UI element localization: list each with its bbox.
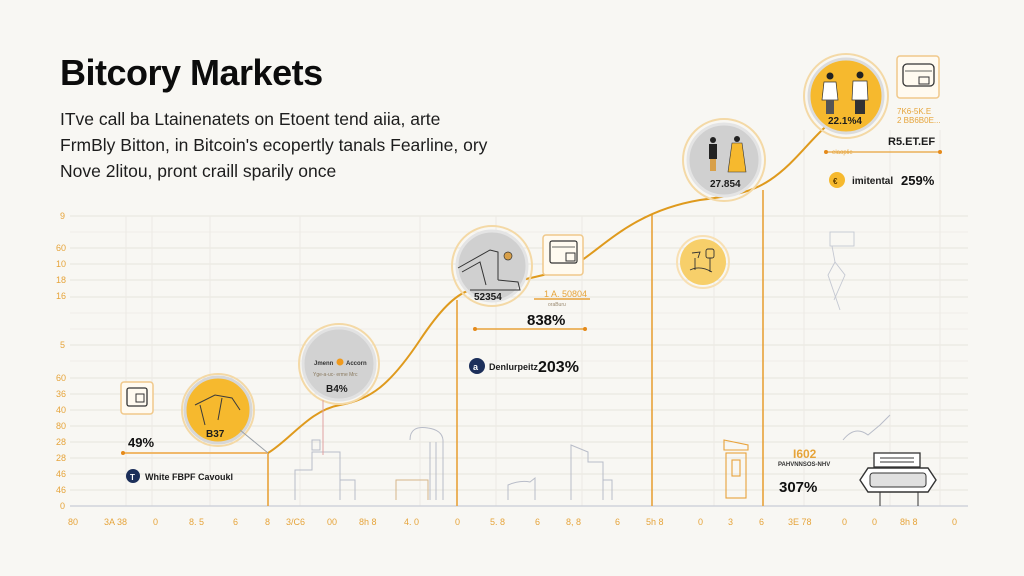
server-box-icon [542,234,584,276]
city-sketch [294,414,891,500]
baseline-dot [121,451,125,455]
annotation-1-caption: T White FBPF Cavoukl [126,469,233,483]
node-6[interactable]: 22.1%4 [803,53,889,139]
annotation-3-caption: 1 A. 50804 [544,289,587,299]
svg-text:40: 40 [56,405,66,415]
subtitle-line: FrmBly Bitton, in Bitcoin's ecopertly ta… [60,135,488,155]
annotation-8-sub: PAHVNNSOS-NHV [778,462,830,468]
svg-text:Yge-a-uc- erme Mrc: Yge-a-uc- erme Mrc [313,372,358,378]
svg-text:3A 38: 3A 38 [104,517,127,527]
svg-text:T: T [130,473,135,482]
document-box-icon [120,381,154,415]
y-axis-labels: 9 60 10 18 16 5 60 36 40 80 28 28 46 46 … [56,211,66,511]
svg-text:46: 46 [56,469,66,479]
svg-text:0: 0 [153,517,158,527]
svg-text:28: 28 [56,453,66,463]
page-title: Bitcory Markets [60,52,323,93]
svg-text:80: 80 [56,421,66,431]
annotation-8-pct: 307% [779,479,817,496]
annotation-8-caption: I602 [793,447,817,461]
svg-text:4. 0: 4. 0 [404,517,419,527]
svg-text:0: 0 [872,517,877,527]
annotation-4: a Denlurpeitz 203% [469,358,579,376]
annotation-3-pct: 838% [527,312,565,329]
svg-text:60: 60 [56,243,66,253]
svg-text:B37: B37 [206,429,225,440]
monument-sketch [723,439,749,499]
node-3[interactable]: 52354 [451,225,533,307]
svg-text:3E 78: 3E 78 [788,517,812,527]
svg-text:16: 16 [56,291,66,301]
svg-text:60: 60 [56,373,66,383]
svg-text:259%: 259% [901,173,935,188]
node-2[interactable]: Jmenn Accorn Yge-a-uc- erme Mrc B4% [298,323,380,405]
svg-text:18: 18 [56,275,66,285]
page-subtitle: ITve call ba Ltainenatets on Etoent tend… [60,106,520,184]
svg-text:0: 0 [60,501,65,511]
svg-text:Denlurpeitz: Denlurpeitz [489,362,539,372]
svg-text:White FBPF Cavoukl: White FBPF Cavoukl [145,472,233,482]
svg-text:10: 10 [56,259,66,269]
svg-text:8h 8: 8h 8 [359,517,377,527]
svg-text:0: 0 [842,517,847,527]
node-1-pointer [239,429,269,454]
node-1[interactable]: B37 [181,373,255,447]
svg-text:6: 6 [535,517,540,527]
svg-text:5. 8: 5. 8 [490,517,505,527]
subtitle-line: ITve call ba Ltainenatets on Etoent tend… [60,109,441,129]
svg-text:imitental: imitental [852,176,893,187]
card-box-icon [896,55,940,99]
svg-text:8, 8: 8, 8 [566,517,581,527]
annotation-7: € imitental 259% [829,172,935,188]
svg-text:28: 28 [56,437,66,447]
svg-text:203%: 203% [538,359,579,376]
svg-text:80: 80 [68,517,78,527]
svg-text:€: € [833,177,838,186]
svg-text:5h 8: 5h 8 [646,517,664,527]
svg-text:52354: 52354 [474,292,502,303]
bench-badge-icon [859,452,937,506]
node-5[interactable]: 27.854 [682,118,766,202]
svg-text:8: 8 [265,517,270,527]
svg-text:0: 0 [952,517,957,527]
svg-text:00: 00 [327,517,337,527]
svg-text:B4%: B4% [326,384,348,395]
annotation-6-marker-label: elaoplie [832,150,853,156]
svg-text:27.854: 27.854 [710,179,741,190]
annotation-6-caption2: 2 BB6B0E... [897,116,941,125]
x-axis-labels: 80 3A 38 0 8. 5 6 8 3/C6 00 8h 8 4. 0 0 … [68,517,957,527]
svg-text:a: a [473,362,479,372]
annotation-6-caption1: 7K6-5K.E [897,107,931,116]
svg-text:6: 6 [759,517,764,527]
svg-text:0: 0 [698,517,703,527]
vertical-marker-lines [267,190,764,506]
svg-text:Accorn: Accorn [346,361,367,367]
svg-text:5: 5 [60,340,65,350]
svg-text:36: 36 [56,389,66,399]
svg-text:3: 3 [728,517,733,527]
svg-text:6: 6 [615,517,620,527]
annotation-3-sub: oraBuru [548,302,566,308]
annotation-1-pct: 49% [128,435,154,450]
svg-text:3/C6: 3/C6 [286,517,305,527]
node-8[interactable] [676,235,730,289]
ghost-figure-sketch [827,231,855,311]
svg-text:8. 5: 8. 5 [189,517,204,527]
svg-text:8h 8: 8h 8 [900,517,918,527]
svg-text:9: 9 [60,211,65,221]
svg-text:Jmenn: Jmenn [314,361,334,367]
svg-text:0: 0 [455,517,460,527]
annotation-6-value: R5.ET.EF [888,136,935,148]
svg-text:46: 46 [56,485,66,495]
svg-text:6: 6 [233,517,238,527]
subtitle-line: Nove 2litou, pront craill sparily once [60,161,337,181]
svg-text:22.1%4: 22.1%4 [828,116,862,127]
